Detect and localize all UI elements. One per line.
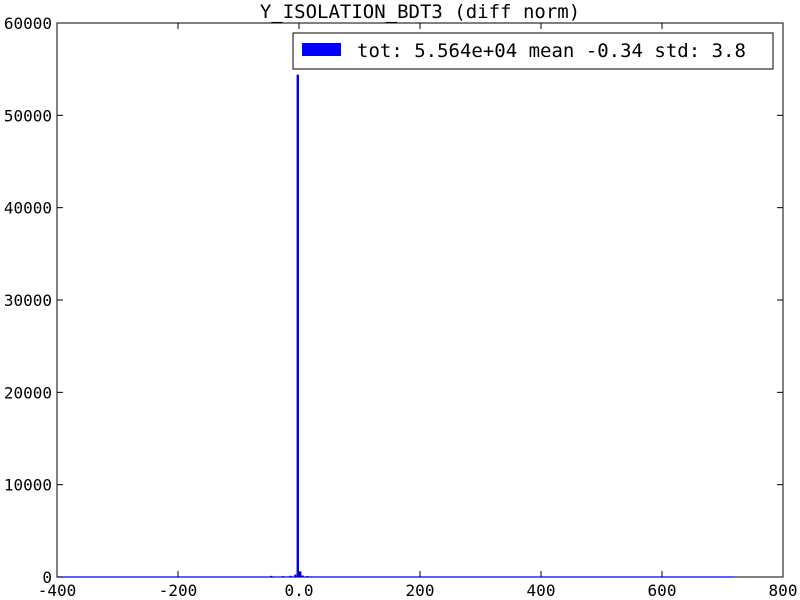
y-tick-label: 40000	[4, 199, 52, 218]
y-tick-label: 50000	[4, 106, 52, 125]
y-tick-label: 0	[42, 568, 52, 587]
x-axis: -400 -200 0.0 200 400 600 800	[38, 23, 798, 600]
x-tick-label: -200	[159, 581, 198, 600]
histogram-bar	[296, 74, 299, 577]
histogram-bar	[311, 576, 314, 578]
plot-frame	[56, 22, 784, 578]
histogram-bar	[282, 576, 285, 577]
x-tick-label: 400	[527, 581, 556, 600]
histogram-bar	[301, 575, 304, 577]
histogram-bar	[269, 575, 273, 577]
y-tick-label: 30000	[4, 291, 52, 310]
y-axis: 0 10000 20000 30000 40000 50000 60000	[4, 14, 783, 587]
y-tick-label: 10000	[4, 476, 52, 495]
x-tick-label: 600	[648, 581, 677, 600]
legend: tot: 5.564e+04 mean -0.34 std: 3.8	[292, 32, 774, 70]
histogram-bar	[299, 571, 302, 577]
legend-swatch	[302, 43, 341, 56]
histogram-bar	[294, 574, 297, 577]
legend-box	[292, 32, 774, 70]
y-tick-label: 20000	[4, 383, 52, 402]
chart-title: Y_ISOLATION_BDT3 (diff norm)	[260, 1, 580, 23]
histogram-bar	[289, 575, 292, 577]
plot-area	[56, 22, 784, 578]
x-tick-label: 0.0	[285, 581, 314, 600]
legend-label: tot: 5.564e+04 mean -0.34 std: 3.8	[357, 40, 746, 62]
histogram-bars	[57, 74, 735, 578]
x-tick-label: 800	[769, 581, 798, 600]
y-tick-label: 60000	[4, 14, 52, 33]
x-tick-label: 200	[406, 581, 435, 600]
x-tick-label: -400	[38, 581, 77, 600]
histogram-bar	[306, 576, 309, 577]
